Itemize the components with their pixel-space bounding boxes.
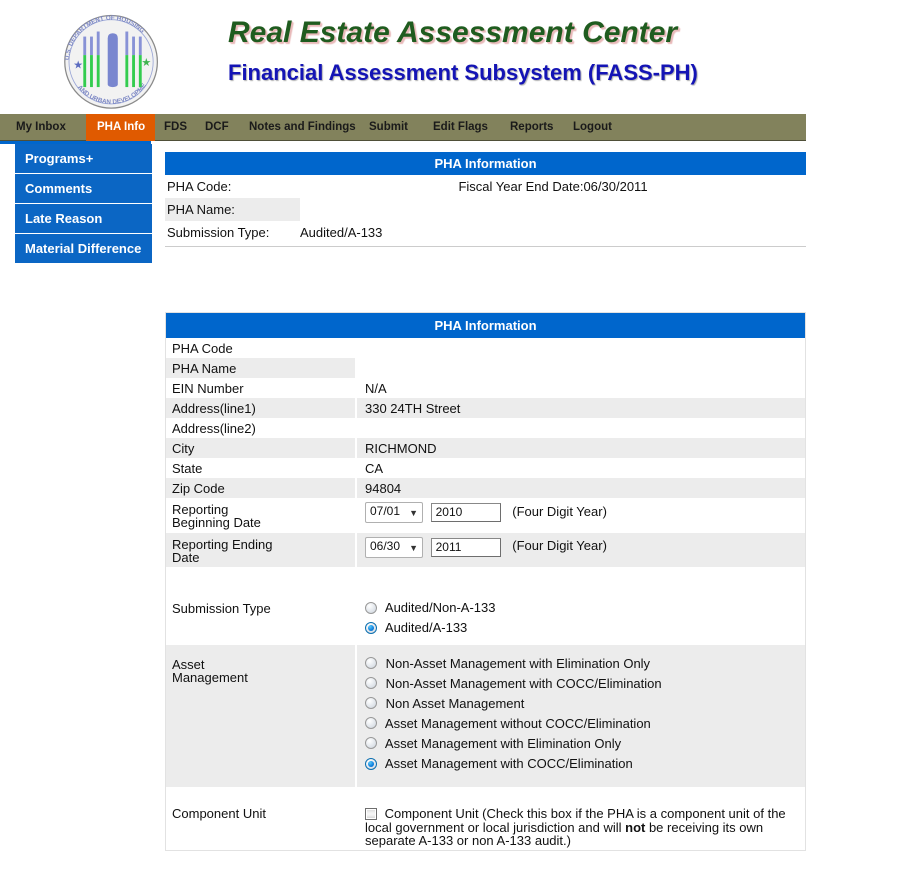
- svg-text:★: ★: [73, 60, 83, 72]
- svg-text:★: ★: [141, 57, 151, 69]
